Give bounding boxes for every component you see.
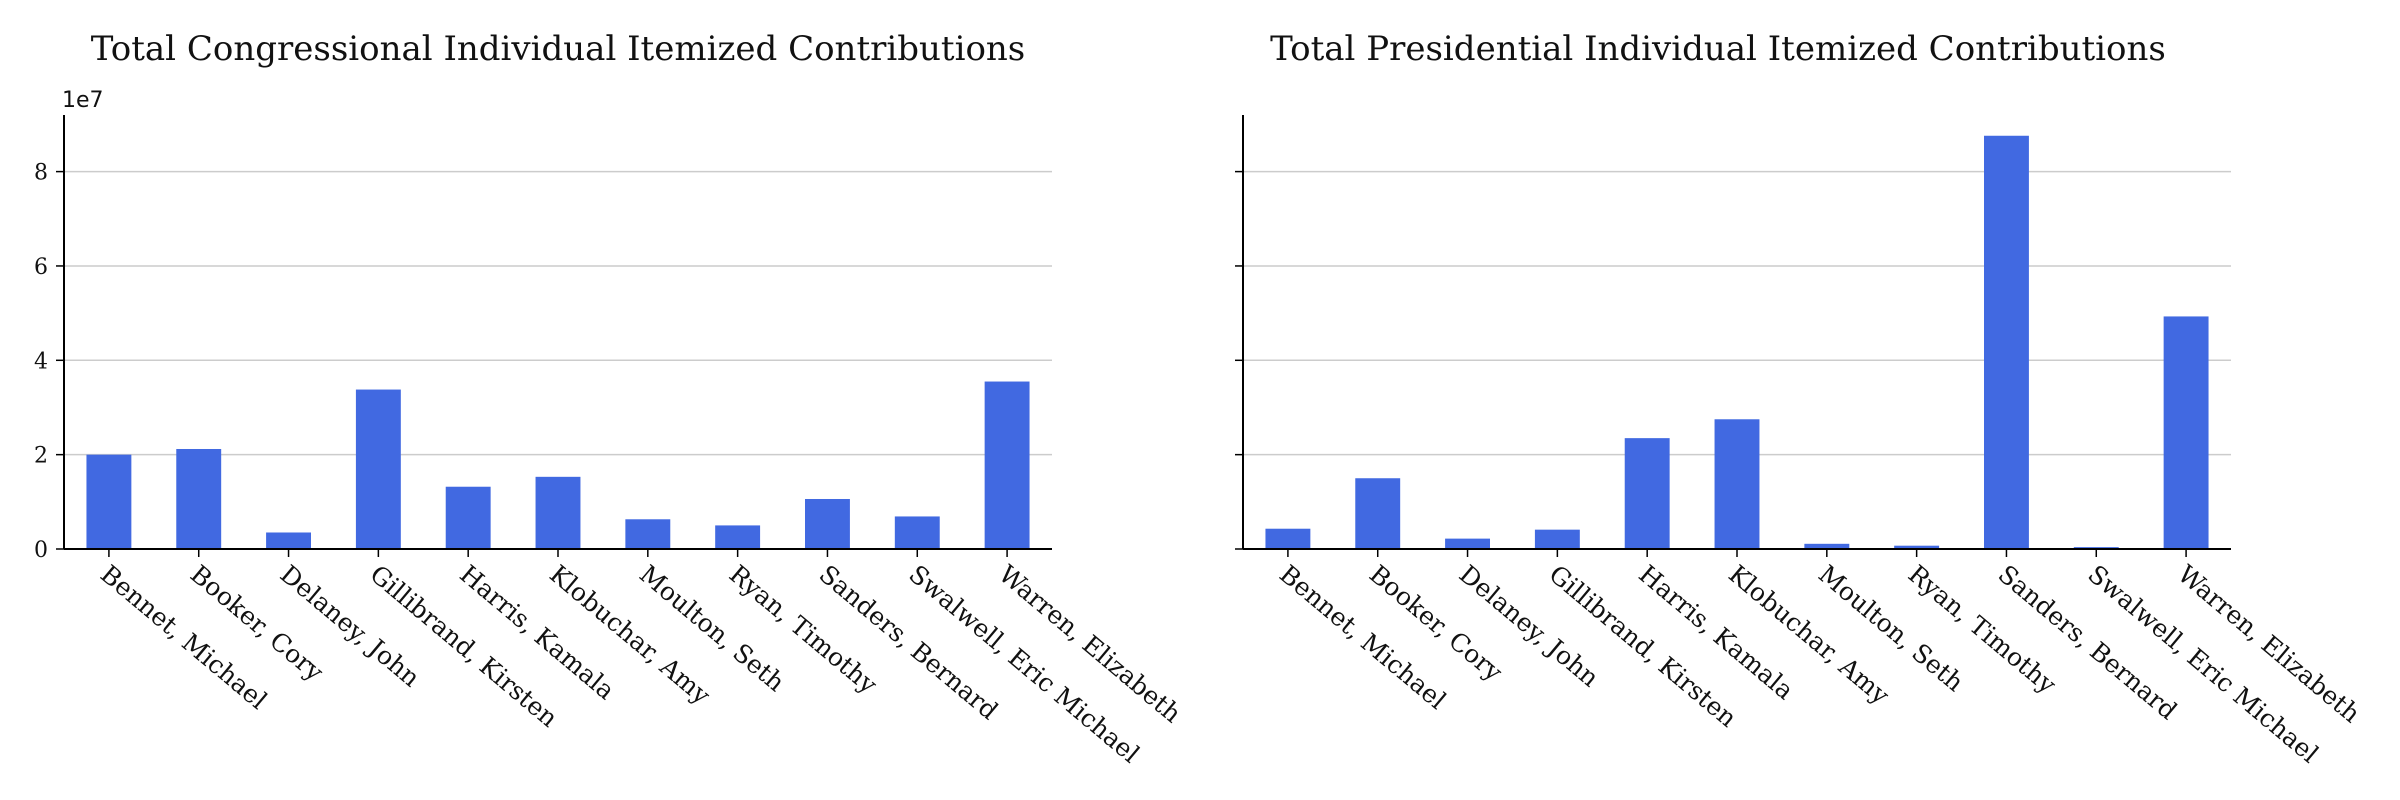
right-bar bbox=[1534, 529, 1580, 549]
right-bar bbox=[1984, 135, 2029, 549]
right-bar bbox=[1265, 528, 1311, 549]
left-bar bbox=[176, 448, 222, 549]
right-x-tick-label: Klobuchar, Amy bbox=[1723, 559, 1895, 710]
right-bar bbox=[1714, 419, 1760, 549]
right-x-tick-label: Ryan, Timothy bbox=[1903, 559, 2063, 699]
right-bar bbox=[1624, 438, 1670, 549]
left-x-tick-label: Bennet, Michael bbox=[95, 559, 273, 715]
left-x-tick-label: Klobuchar, Amy bbox=[544, 559, 716, 710]
left-y-tick-label: 4 bbox=[34, 349, 48, 374]
left-x-tick-label: Ryan, Timothy bbox=[724, 559, 884, 699]
left-bar bbox=[805, 498, 850, 549]
left-y-tick-label: 0 bbox=[34, 538, 48, 563]
left-bar bbox=[984, 381, 1030, 549]
right-x-tick-label: Bennet, Michael bbox=[1274, 559, 1452, 715]
right-bar bbox=[1894, 545, 1940, 549]
left-chart-title: Total Congressional Individual Itemized … bbox=[91, 29, 1026, 69]
left-y-tick-label: 8 bbox=[34, 161, 48, 186]
right-bar bbox=[1355, 478, 1401, 549]
left-bar bbox=[266, 532, 311, 549]
left-bar bbox=[894, 516, 940, 549]
left-bar bbox=[445, 486, 491, 549]
left-chart-panel: Total Congressional Individual Itemized … bbox=[34, 29, 1187, 769]
left-y-offset-label: 1e7 bbox=[62, 88, 104, 113]
left-bar bbox=[535, 476, 581, 549]
left-bar bbox=[625, 519, 671, 549]
left-bar bbox=[715, 525, 761, 549]
right-x-tick-label: Harris, Kamala bbox=[1633, 559, 1799, 705]
left-y-tick-label: 6 bbox=[34, 255, 48, 280]
right-bar bbox=[1804, 543, 1850, 549]
left-bar bbox=[355, 389, 401, 549]
left-x-tick-label: Harris, Kamala bbox=[454, 559, 620, 705]
right-chart-title: Total Presidential Individual Itemized C… bbox=[1270, 29, 2166, 69]
left-bar bbox=[86, 454, 132, 549]
right-bar bbox=[1445, 538, 1490, 549]
right-bar bbox=[2163, 316, 2209, 549]
left-y-tick-label: 2 bbox=[34, 444, 48, 469]
right-chart-panel: Total Presidential Individual Itemized C… bbox=[1235, 29, 2366, 769]
